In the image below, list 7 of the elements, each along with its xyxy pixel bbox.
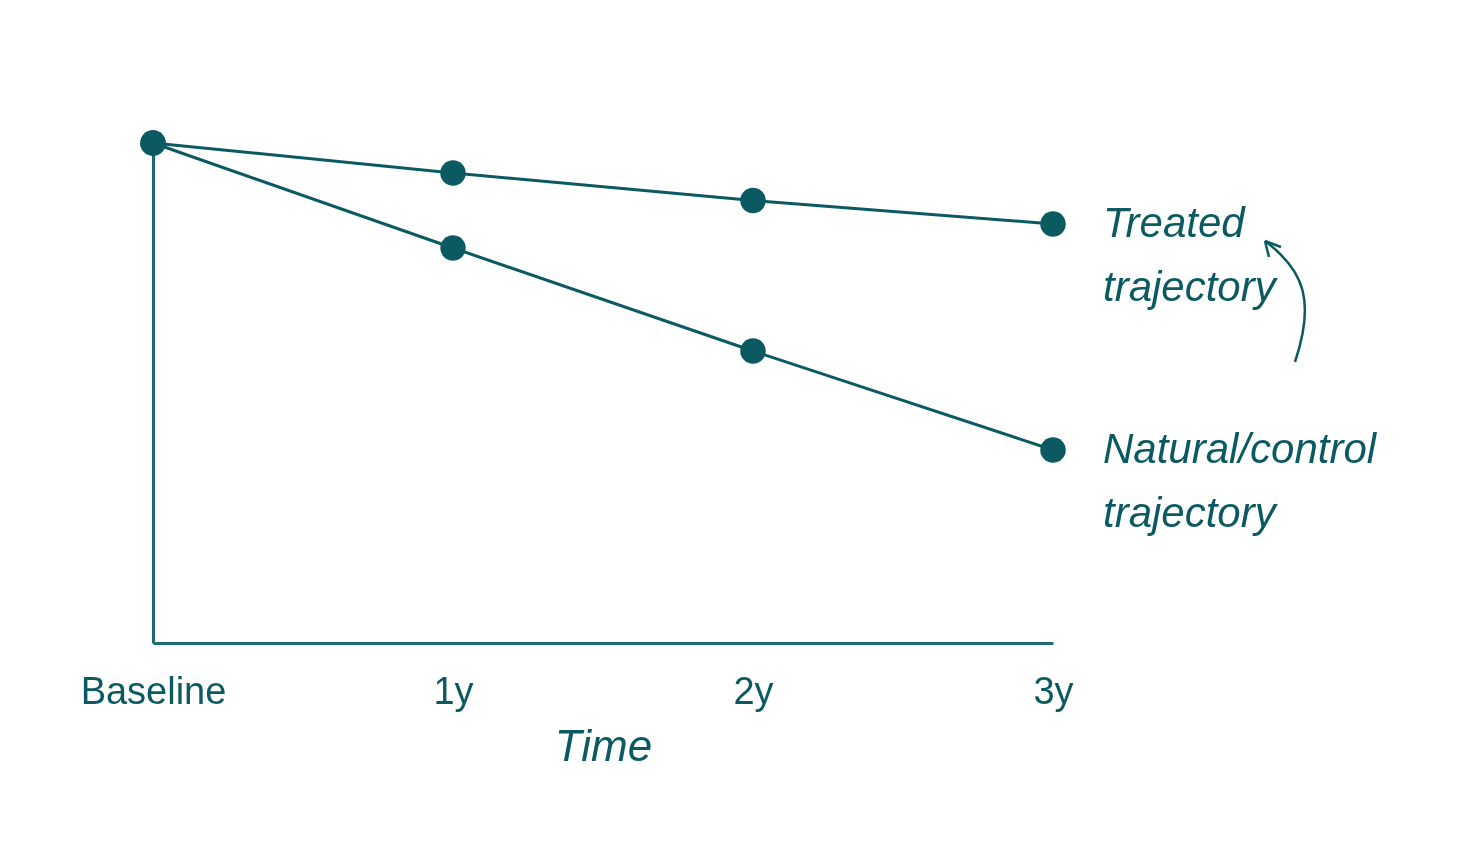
x-tick-label: 1y [433, 669, 474, 712]
x-tick-label: Baseline [80, 669, 227, 712]
x-tick-label: 3y [1033, 669, 1074, 712]
x-tick-label: 2y [733, 669, 774, 712]
series-label: Natural/control trajectory [1103, 425, 1378, 536]
legend-label: Treated trajectory [1103, 199, 1279, 310]
x-axis-title: Time [554, 720, 653, 770]
